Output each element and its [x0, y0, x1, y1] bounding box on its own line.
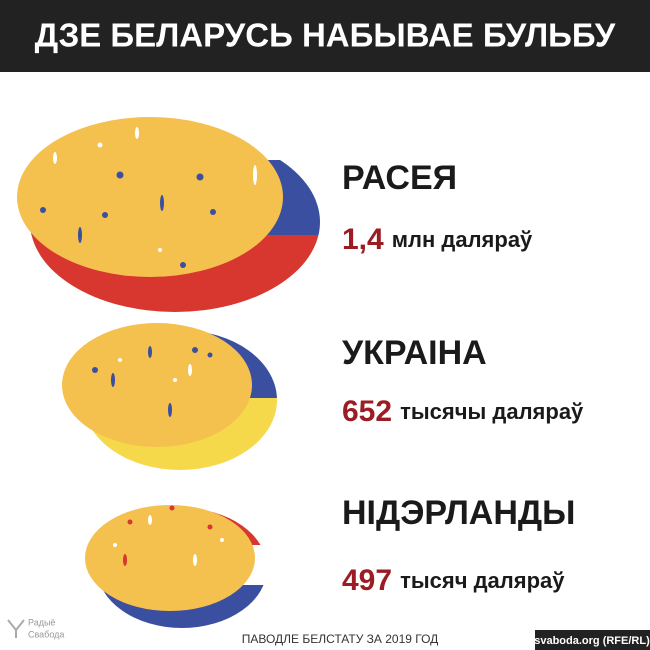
potato-eyes [92, 346, 213, 417]
amount: 497 [342, 564, 392, 597]
source: ПАВОДЛЕ БЕЛСТАТУ ЗА 2019 ГОД [242, 632, 439, 646]
potato-eyes [40, 171, 216, 268]
potato-marks [118, 358, 192, 382]
unit: тысячы даляраў [400, 399, 584, 424]
country-name: РАСЕЯ [342, 159, 457, 197]
title: ДЗЕ БЕЛАРУСЬ НАБЫВАЕ БУЛЬБУ [35, 17, 616, 54]
potato [85, 505, 255, 611]
amount-line: 652 тысячы даляраў [342, 395, 584, 428]
amount: 652 [342, 395, 392, 428]
credit-box [535, 630, 650, 650]
unit: тысяч даляраў [400, 568, 565, 593]
amount: 1,4 [342, 223, 384, 256]
potato-marks [53, 127, 257, 252]
unit: млн даляраў [392, 227, 533, 252]
potato-eyes [123, 505, 213, 566]
potato [17, 117, 283, 277]
amount-line: 497 тысяч даляраў [342, 564, 565, 597]
logo-icon [7, 619, 25, 638]
potato-marks [113, 515, 224, 566]
amount-line: 1,4 млн даляраў [342, 223, 533, 256]
header-bar [0, 0, 650, 72]
potato [62, 323, 252, 447]
logo-text: Свабода [28, 629, 64, 639]
country-name: НІДЭРЛАНДЫ [342, 494, 575, 532]
logo-text: Радыё [28, 617, 55, 627]
credit: svaboda.org (RFE/RL) [534, 635, 650, 647]
country-name: УКРАІНА [342, 334, 487, 372]
